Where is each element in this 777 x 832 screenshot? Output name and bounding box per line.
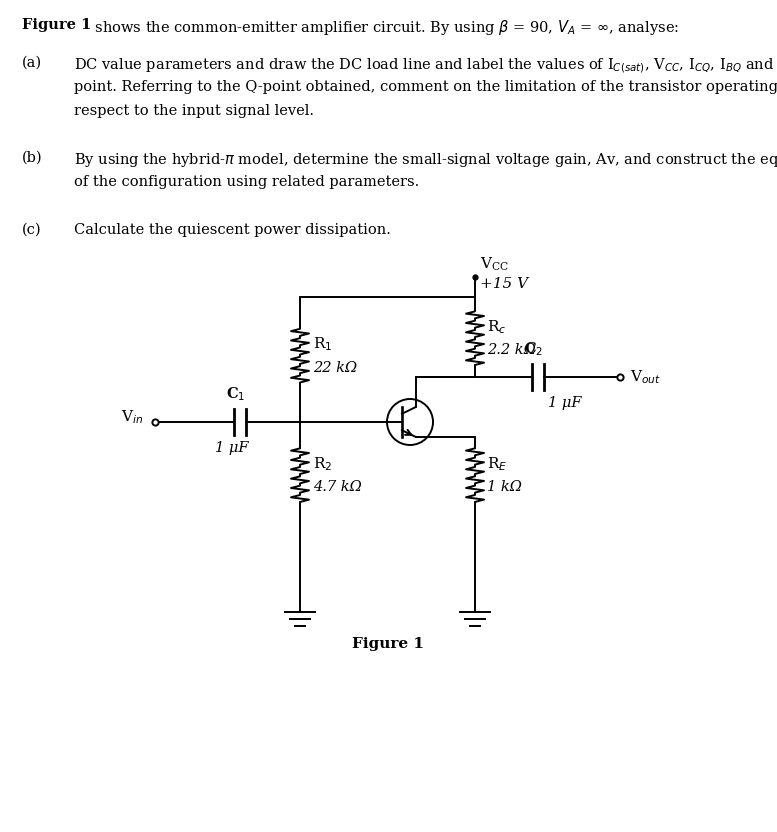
- Text: (c): (c): [22, 223, 42, 237]
- Text: (b): (b): [22, 151, 43, 165]
- Text: By using the hybrid-$\pi$ model, determine the small-signal voltage gain, Av, an: By using the hybrid-$\pi$ model, determi…: [74, 151, 777, 169]
- Text: Figure 1: Figure 1: [22, 18, 92, 32]
- Text: respect to the input signal level.: respect to the input signal level.: [74, 104, 314, 118]
- Text: R$_E$: R$_E$: [487, 455, 507, 473]
- Text: C$_1$: C$_1$: [226, 385, 246, 403]
- Text: Figure 1: Figure 1: [352, 637, 424, 651]
- Text: 22 kΩ: 22 kΩ: [313, 360, 357, 374]
- Text: Calculate the quiescent power dissipation.: Calculate the quiescent power dissipatio…: [74, 223, 391, 237]
- Text: +15 V: +15 V: [480, 277, 528, 291]
- Text: C$_2$: C$_2$: [524, 340, 544, 358]
- Text: 4.7 kΩ: 4.7 kΩ: [313, 480, 362, 494]
- Text: V$_{out}$: V$_{out}$: [630, 368, 661, 386]
- Text: point. Referring to the Q-point obtained, comment on the limitation of the trans: point. Referring to the Q-point obtained…: [74, 80, 777, 94]
- Text: DC value parameters and draw the DC load line and label the values of I$_{C(sat): DC value parameters and draw the DC load…: [74, 56, 777, 75]
- Text: 1 μF: 1 μF: [215, 441, 249, 455]
- Text: V$_{\mathregular{CC}}$: V$_{\mathregular{CC}}$: [480, 255, 509, 273]
- Text: shows the common-emitter amplifier circuit. By using $\beta$ = 90, $V_A$ = $\inf: shows the common-emitter amplifier circu…: [90, 18, 679, 37]
- Text: 1 kΩ: 1 kΩ: [487, 480, 522, 494]
- Text: of the configuration using related parameters.: of the configuration using related param…: [74, 175, 420, 189]
- Text: (a): (a): [22, 56, 42, 70]
- Text: R$_c$: R$_c$: [487, 318, 507, 336]
- Text: R$_1$: R$_1$: [313, 335, 333, 354]
- Text: 1 μF: 1 μF: [548, 396, 581, 410]
- Text: V$_{in}$: V$_{in}$: [120, 409, 143, 426]
- Text: R$_2$: R$_2$: [313, 455, 333, 473]
- Text: 2.2 kΩ: 2.2 kΩ: [487, 343, 536, 357]
